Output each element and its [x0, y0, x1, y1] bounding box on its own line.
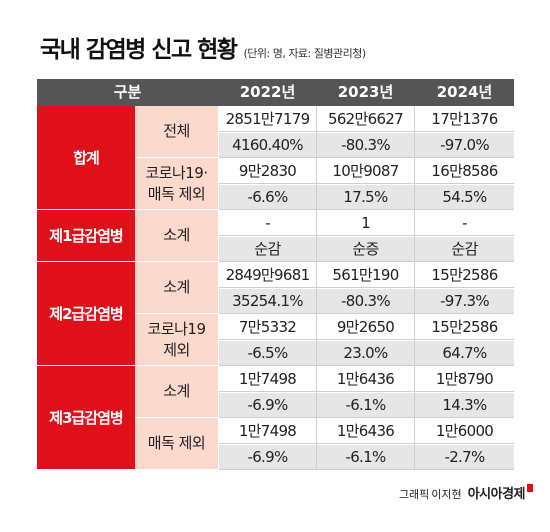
sub-divider: [135, 417, 218, 418]
table-cell: -97.3%: [415, 289, 514, 313]
header-year: 2023년: [337, 83, 394, 101]
header-category: 구분: [113, 83, 142, 101]
table-cell: 1만8790: [435, 370, 494, 388]
table-cell: 순증: [317, 237, 414, 261]
table-cell: 순감: [415, 237, 514, 261]
table-cell: 9만2650: [336, 318, 395, 336]
subcategory-label-line: 소계: [163, 382, 190, 400]
subcategory-label-line: 제외: [163, 340, 190, 359]
category-label: 제2급감염병: [37, 262, 135, 365]
sub-divider: [135, 313, 218, 314]
table-header: [37, 79, 514, 106]
subcategory-label-line: 매독 제외: [147, 184, 206, 203]
column-divider: [414, 106, 415, 469]
table-cell: 16만8586: [431, 162, 498, 180]
category-label: 합계: [37, 106, 135, 209]
table-cell: 17.5%: [317, 185, 414, 209]
subcategory-label-line: 소계: [163, 278, 190, 296]
table-cell: 10만9087: [332, 162, 399, 180]
table-cell: -6.6%: [219, 185, 316, 209]
table-cell: 17만1376: [431, 110, 498, 128]
table-cell: 54.5%: [415, 185, 514, 209]
table-cell: 1만6436: [336, 370, 395, 388]
table-cell: 1: [361, 214, 371, 232]
subcategory-label: 소계: [135, 210, 218, 261]
table-cell: 4160.40%: [219, 133, 316, 157]
table-cell: 9만2830: [238, 162, 297, 180]
row-divider: [219, 209, 514, 210]
table-cell: 562만6627: [327, 110, 404, 128]
group-divider: [37, 209, 218, 210]
row-divider: [219, 443, 514, 444]
subcategory-label: 소계: [135, 366, 218, 417]
header-year: 2024년: [436, 83, 493, 101]
title-row: 국내 감염병 신고 현황 (단위: 명, 자료: 질병관리청): [40, 30, 366, 64]
row-divider: [219, 469, 514, 470]
row-divider: [219, 261, 514, 262]
table-cell: 순감: [219, 237, 316, 261]
table-cell: -: [265, 214, 270, 232]
row-divider: [219, 417, 514, 418]
row-divider: [219, 365, 514, 366]
table-cell: 1만6000: [435, 422, 494, 440]
sub-divider: [135, 157, 218, 158]
page-title: 국내 감염병 신고 현황: [40, 37, 238, 63]
table-cell: -6.1%: [317, 393, 414, 417]
table-cell: 561만190: [332, 266, 399, 284]
group-divider: [37, 365, 218, 366]
credit-label: 그래픽: [398, 488, 430, 501]
header-year: 2022년: [239, 83, 296, 101]
brand-logo: 아시아경제: [467, 487, 526, 502]
unit-note: (단위: 명, 자료: 질병관리청): [243, 47, 366, 60]
table-cell: 1만6436: [336, 422, 395, 440]
row-divider: [219, 339, 514, 340]
table-cell: 15만2586: [431, 266, 498, 284]
row-divider: [219, 157, 514, 158]
table-cell: -80.3%: [317, 289, 414, 313]
table-cell: -97.0%: [415, 133, 514, 157]
table-cell: 64.7%: [415, 341, 514, 365]
row-divider: [219, 391, 514, 392]
credit-line: 그래픽 이지현 아시아경제: [399, 483, 533, 502]
table-cell: 15만2586: [431, 318, 498, 336]
table-cell: 35254.1%: [219, 289, 316, 313]
subcategory-label-line: 코로나19: [147, 319, 207, 338]
table-cell: 2849만9681: [225, 266, 311, 284]
table-cell: 1만7498: [238, 370, 297, 388]
row-divider: [219, 131, 514, 132]
subcategory-label: 소계: [135, 262, 218, 313]
subcategory-label: 매독 제외: [135, 418, 218, 469]
subcategory-label-line: 매독 제외: [147, 434, 206, 452]
column-divider: [316, 106, 317, 469]
table-cell: 1만7498: [238, 422, 297, 440]
table-cell: -2.7%: [415, 445, 514, 469]
table-cell: 7만5332: [238, 318, 297, 336]
row-divider: [219, 183, 514, 184]
group-divider: [37, 261, 218, 262]
subcategory-label: 코로나19 제외: [135, 314, 218, 365]
table-cell: -6.9%: [219, 445, 316, 469]
table-cell: -6.5%: [219, 341, 316, 365]
category-label: 제1급감염병: [37, 210, 135, 261]
table-cell: 2851만7179: [225, 110, 311, 128]
subcategory-label-line: 전체: [163, 122, 190, 140]
table-cell: 14.3%: [415, 393, 514, 417]
subcategory-label-line: 코로나19·: [145, 163, 208, 182]
table-cell: -: [462, 214, 467, 232]
table-cell: 23.0%: [317, 341, 414, 365]
category-label: 제3급감염병: [37, 366, 135, 469]
table-cell: -6.9%: [219, 393, 316, 417]
brand-mark-icon: [527, 484, 533, 492]
row-divider: [219, 313, 514, 314]
row-divider: [219, 235, 514, 236]
subcategory-label: 코로나19· 매독 제외: [135, 158, 218, 209]
subcategory-label-line: 소계: [163, 226, 190, 244]
subcategory-label: 전체: [135, 106, 218, 157]
row-divider: [219, 287, 514, 288]
credit-name: 이지현: [431, 488, 462, 501]
table-cell: -80.3%: [317, 133, 414, 157]
table-cell: -6.1%: [317, 445, 414, 469]
